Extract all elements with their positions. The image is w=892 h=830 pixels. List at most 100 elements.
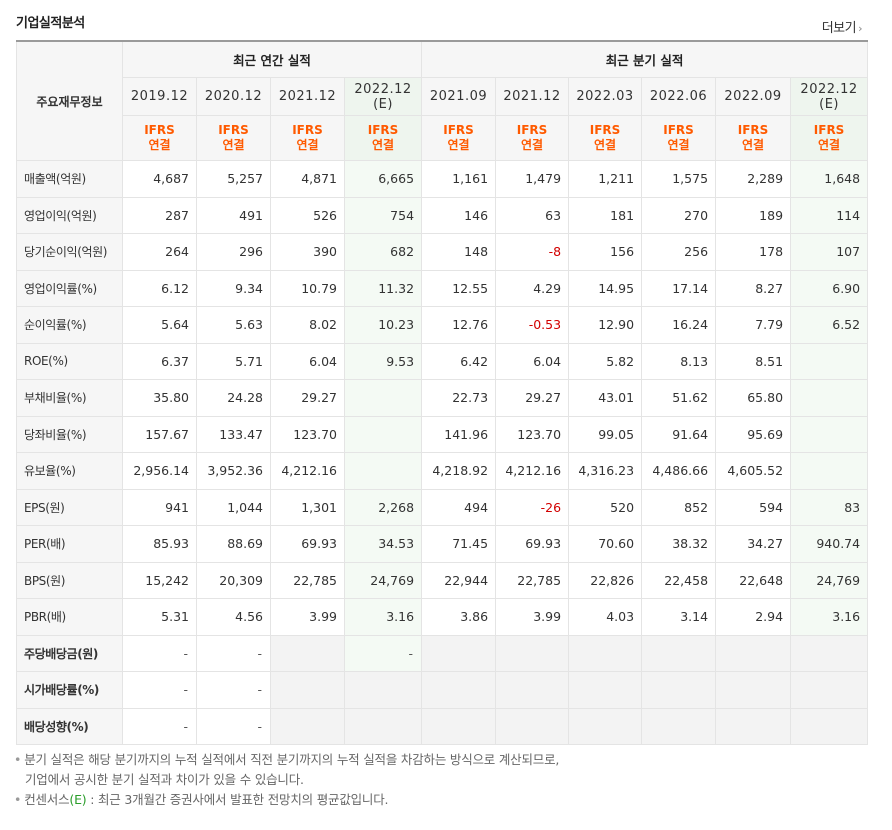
consolidated-label: 연결 [148,138,171,152]
footnote-1-line1: 분기 실적은 해당 분기까지의 누적 실적에서 직전 분기까지의 누적 실적을 … [24,752,560,767]
value-cell: 6.12 [122,269,197,307]
ifrs-label: IFRS [516,123,548,137]
value-cell: -0.53 [495,306,570,344]
value-cell: 85.93 [122,525,197,563]
value-cell: 114 [790,196,869,234]
value-cell: 2,289 [715,160,792,198]
consensus-mark: (E) [69,792,87,807]
more-link[interactable]: 더보기 › [822,17,863,36]
value-cell: 296 [196,233,271,271]
row-label: 영업이익률(%) [16,269,123,307]
row-label: 당기순이익(억원) [16,233,123,271]
value-cell: 12.76 [421,306,497,344]
value-cell: 65.80 [715,379,792,417]
value-cell: 83 [790,488,869,526]
value-cell: 6.37 [122,342,197,380]
value-cell: 5.82 [568,342,643,380]
row-header-title: 주요재무정보 [16,40,123,161]
value-cell: 940.74 [790,525,869,563]
ifrs-label: IFRS [443,123,474,137]
value-cell: 5.63 [196,306,271,344]
row-label: PER(배) [16,525,123,563]
value-cell: 2,956.14 [122,452,197,490]
value-cell: 5.71 [196,342,271,380]
value-cell: 1,479 [495,160,570,198]
table-body: 매출액(억원) 4,687 5,257 4,871 6,665 1,161 1,479 1,2… [16,160,869,745]
period-label: 2022.09 [724,89,782,104]
value-cell: 682 [343,233,423,271]
value-cell [270,634,345,672]
value-cell: 34.27 [715,525,792,563]
ifrs-label: IFRS [367,123,399,137]
period-label: 2022.12 [354,81,412,97]
ifrs-label: IFRS [292,123,323,137]
value-cell: 520 [568,488,643,526]
value-cell: 7.79 [715,306,792,344]
value-cell: 4,871 [270,160,345,198]
value-cell: 9.34 [196,269,271,307]
table-row: 매출액(억원) 4,687 5,257 4,871 6,665 1,161 1,479 1,2… [16,160,869,198]
value-cell: 8.02 [270,306,345,344]
table-row: EPS(원) 941 1,044 1,301 2,268 494 -26 520 852 594 8… [16,488,869,526]
value-cell: - [196,634,271,672]
value-cell: 390 [270,233,345,271]
value-cell: 5.64 [122,306,197,344]
value-cell: 181 [568,196,643,234]
value-cell: 2.94 [715,598,792,636]
value-cell: 24,769 [343,561,423,599]
value-cell: 24,769 [790,561,869,599]
value-cell: 69.93 [270,525,345,563]
table-row: 시가배당률(%) - - [16,671,869,709]
basis-header: IFRS 연결 [343,115,423,161]
period-header: 2020.12 [196,77,271,116]
period-label: 2022.12 [800,81,858,97]
value-cell: 1,044 [196,488,271,526]
value-cell [343,452,423,490]
row-label: 당좌비율(%) [16,415,123,453]
financial-summary-table: 주요재무정보 최근 연간 실적 최근 분기 실적 2019.12 2020.12 2… [16,40,869,745]
value-cell: 3.16 [343,598,423,636]
value-cell [715,634,792,672]
value-cell: 4,605.52 [715,452,792,490]
basis-header: IFRS 연결 [715,115,792,161]
chevron-right-icon: › [858,22,862,35]
period-label: 2021.09 [429,89,488,104]
value-cell: 29.27 [270,379,345,417]
value-cell: 4,212.16 [495,452,570,490]
value-cell: 526 [270,196,345,234]
table-row: 당기순이익(억원) 264 296 390 682 148 -8 156 256 178 107 [16,233,869,271]
value-cell: 69.93 [495,525,570,563]
basis-header: IFRS 연결 [270,115,345,161]
table-row: 부채비율(%) 35.80 24.28 29.27 22.73 29.27 43.01 51.… [16,379,869,417]
quarterly-group-header: 최근 분기 실적 [421,40,869,78]
consolidated-label: 연결 [222,138,245,152]
value-cell: 95.69 [715,415,792,453]
value-cell: 17.14 [641,269,717,307]
value-cell: 3.86 [421,598,497,636]
value-cell: 3.99 [495,598,570,636]
value-cell: 178 [715,233,792,271]
value-cell: 22,944 [421,561,497,599]
value-cell: 4,687 [122,160,197,198]
value-cell: 6.90 [790,269,869,307]
value-cell: 3.14 [641,598,717,636]
row-label: ROE(%) [16,342,123,380]
value-cell: 22.73 [421,379,497,417]
value-cell: 1,575 [641,160,717,198]
basis-header: IFRS 연결 [641,115,717,161]
value-cell: - [196,671,271,709]
table-row: ROE(%) 6.37 5.71 6.04 9.53 6.42 6.04 5.82 8.13 8.… [16,342,869,380]
value-cell [790,707,869,745]
value-cell: 4,486.66 [641,452,717,490]
value-cell: - [196,707,271,745]
value-cell: 6,665 [343,160,423,198]
value-cell [790,379,869,417]
value-cell: 4,218.92 [421,452,497,490]
row-label: 시가배당률(%) [16,671,123,709]
value-cell: 22,826 [568,561,643,599]
value-cell: 16.24 [641,306,717,344]
value-cell: 4,316.23 [568,452,643,490]
value-cell: -26 [495,488,570,526]
value-cell: 43.01 [568,379,643,417]
footnotes: • 분기 실적은 해당 분기까지의 누적 실적에서 직전 분기까지의 누적 실적을… [14,750,559,810]
